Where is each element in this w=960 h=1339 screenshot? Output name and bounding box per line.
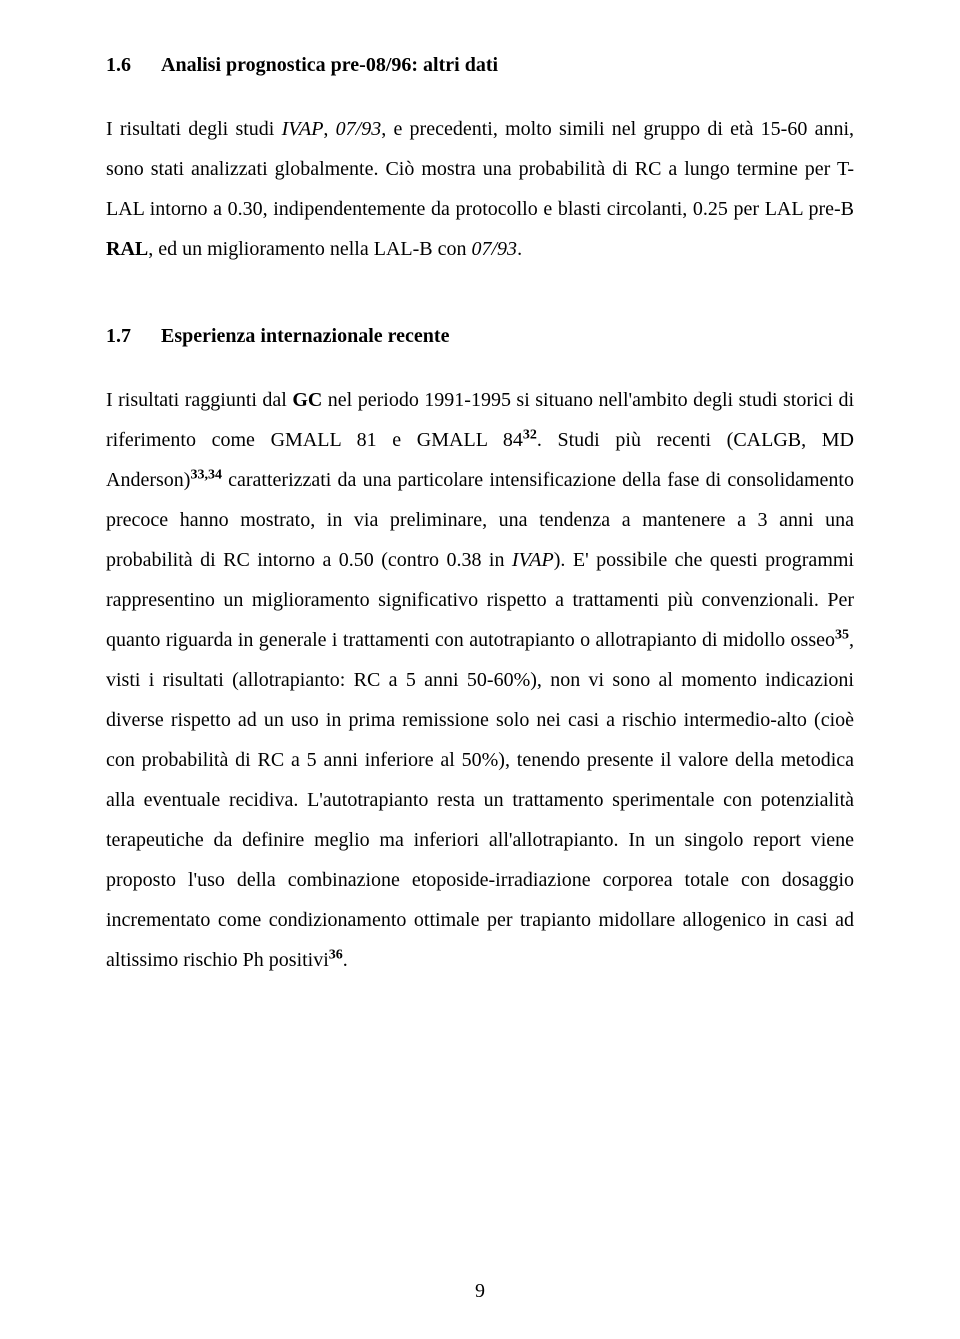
section-1-7-title: Esperienza internazionale recente <box>161 325 449 347</box>
section-gap <box>106 297 854 325</box>
section-1-6-title: Analisi prognostica pre-08/96: altri dat… <box>161 54 498 76</box>
section-1-7-paragraph: I risultati raggiunti dal GC nel periodo… <box>106 380 854 980</box>
page-number: 9 <box>0 1280 960 1303</box>
study-0793: 07/93 <box>336 118 382 140</box>
text: , <box>323 118 335 140</box>
text: I risultati raggiunti dal <box>106 389 292 411</box>
text: . <box>343 949 348 971</box>
section-1-7-heading: 1.7 Esperienza internazionale recente <box>106 325 854 348</box>
ref-35: 35 <box>835 627 849 642</box>
ral-term: RAL <box>106 238 148 260</box>
section-1-7-number: 1.7 <box>106 325 131 348</box>
ref-36: 36 <box>329 947 343 962</box>
section-1-6-heading: 1.6 Analisi prognostica pre-08/96: altri … <box>106 54 854 77</box>
text: . <box>517 238 522 260</box>
study-0793b: 07/93 <box>472 238 518 260</box>
section-1-6-paragraph: I risultati degli studi IVAP, 07/93, e p… <box>106 109 854 269</box>
gc-term: GC <box>292 389 322 411</box>
ivap-term: IVAP <box>282 118 324 140</box>
section-1-6-number: 1.6 <box>106 54 131 77</box>
ivap-term-2: IVAP <box>512 549 554 571</box>
ref-33-34: 33,34 <box>190 467 222 482</box>
text: , ed un miglioramento nella LAL-B con <box>148 238 471 260</box>
ref-32: 32 <box>523 427 537 442</box>
text: , visti i risultati (allotrapianto: RC a… <box>106 629 854 971</box>
text: I risultati degli studi <box>106 118 282 140</box>
